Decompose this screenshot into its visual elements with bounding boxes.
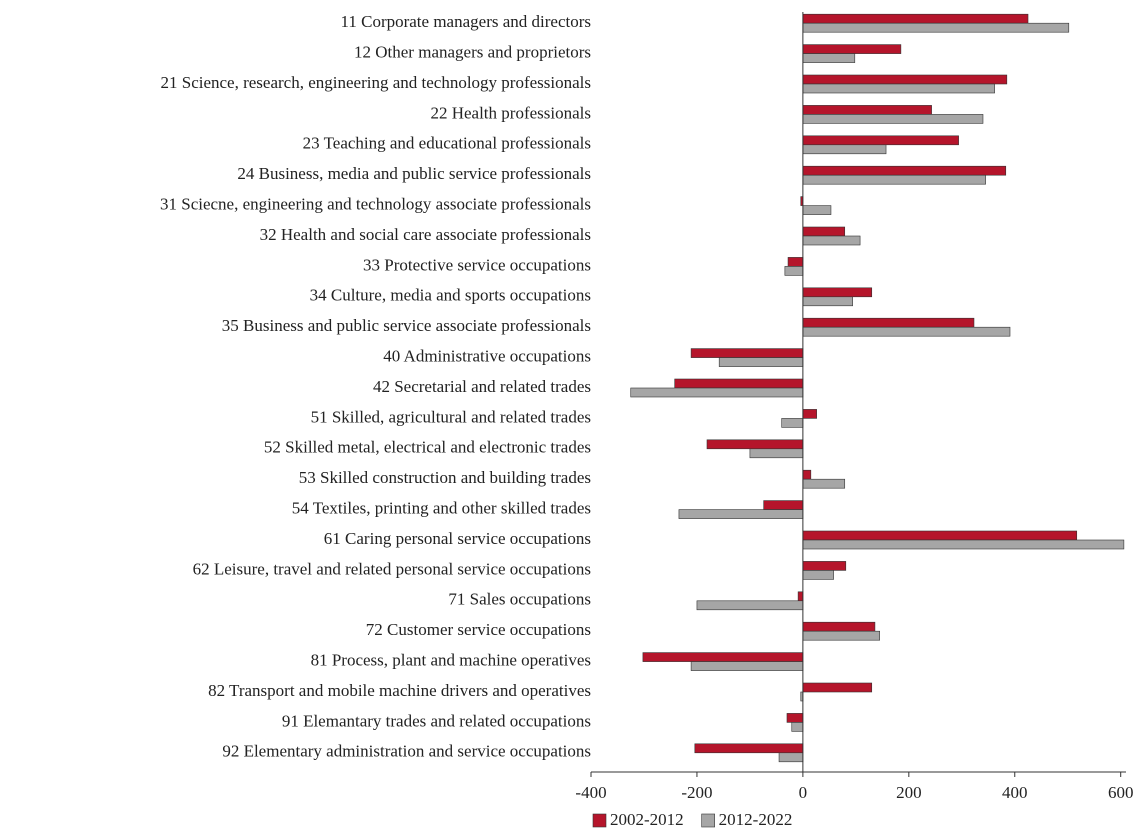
bar xyxy=(802,105,932,115)
bar xyxy=(802,570,834,580)
category-label: 22 Health professionals xyxy=(430,103,591,122)
bar xyxy=(706,439,804,450)
bar xyxy=(802,682,873,693)
category-label: 72 Customer service occupations xyxy=(366,620,591,639)
bar xyxy=(802,74,1008,85)
bar xyxy=(690,348,804,358)
bar xyxy=(802,478,846,489)
legend-swatch xyxy=(592,813,607,828)
bar xyxy=(802,114,984,124)
legend-swatch xyxy=(701,813,715,828)
category-label: 81 Process, plant and machine operatives xyxy=(311,651,591,670)
bar xyxy=(787,257,804,267)
bar xyxy=(802,621,876,632)
x-tick-label: 0 xyxy=(799,783,808,802)
bar xyxy=(802,174,986,185)
category-label: 21 Science, research, engineering and te… xyxy=(160,73,591,92)
category-label: 54 Textiles, printing and other skilled … xyxy=(292,499,591,518)
bar xyxy=(749,448,804,459)
bar xyxy=(802,13,1029,24)
bar xyxy=(791,722,804,732)
category-label: 34 Culture, media and sports occupations xyxy=(310,286,591,305)
x-tick-label: -200 xyxy=(681,783,712,802)
bar xyxy=(690,661,804,671)
bar xyxy=(802,144,887,155)
bar xyxy=(802,469,812,480)
bar xyxy=(802,287,873,298)
category-label: 53 Skilled construction and building tra… xyxy=(299,468,591,487)
bar xyxy=(802,539,1125,550)
bar xyxy=(797,591,804,602)
bar xyxy=(763,500,804,510)
bar xyxy=(802,630,880,641)
bar xyxy=(802,561,847,571)
bar xyxy=(802,296,853,307)
legend-label: 2002-2012 xyxy=(610,810,684,829)
bar xyxy=(802,235,861,246)
x-tick-label: 600 xyxy=(1108,783,1134,802)
category-label: 62 Leisure, travel and related personal … xyxy=(193,559,591,578)
bar xyxy=(696,600,804,611)
category-label: 92 Elementary administration and service… xyxy=(222,742,591,761)
x-tick-label: 200 xyxy=(896,783,922,802)
bar xyxy=(802,530,1078,541)
category-label: 35 Business and public service associate… xyxy=(222,316,591,335)
category-label: 51 Skilled, agricultural and related tra… xyxy=(311,407,591,426)
category-label: 82 Transport and mobile machine drivers … xyxy=(208,681,591,700)
bar xyxy=(784,266,804,276)
bar xyxy=(802,135,959,146)
category-label: 12 Other managers and proprietors xyxy=(354,43,591,62)
category-label: 42 Secretarial and related trades xyxy=(373,377,591,396)
bar xyxy=(778,752,804,763)
category-label: 24 Business, media and public service pr… xyxy=(237,164,591,183)
bar xyxy=(630,387,804,398)
legend-label: 2012-2022 xyxy=(719,810,793,829)
category-label: 71 Sales occupations xyxy=(448,590,591,609)
bar xyxy=(678,509,804,519)
bar xyxy=(781,418,804,428)
bar xyxy=(718,357,804,367)
bar xyxy=(802,22,1070,33)
bar xyxy=(802,53,856,63)
category-label: 31 Sciecne, engineering and technology a… xyxy=(160,195,591,214)
category-label: 23 Teaching and educational professional… xyxy=(303,134,591,153)
x-tick-label: 400 xyxy=(1002,783,1028,802)
bar xyxy=(802,205,832,215)
bar xyxy=(674,378,804,389)
bar xyxy=(786,713,804,723)
category-label: 32 Health and social care associate prof… xyxy=(260,225,591,244)
bar xyxy=(802,83,995,94)
bar xyxy=(642,652,804,662)
bar xyxy=(802,409,817,419)
bar xyxy=(802,165,1007,176)
bar xyxy=(802,326,1011,337)
category-label: 33 Protective service occupations xyxy=(363,255,591,274)
x-tick-label: -400 xyxy=(575,783,606,802)
category-label: 40 Administrative occupations xyxy=(383,347,591,366)
category-label: 52 Skilled metal, electrical and electro… xyxy=(264,438,591,457)
bar xyxy=(694,743,804,754)
category-label: 91 Elemantary trades and related occupat… xyxy=(282,711,591,730)
bar xyxy=(802,226,846,237)
bar xyxy=(802,317,975,328)
bar xyxy=(802,44,902,54)
category-label: 61 Caring personal service occupations xyxy=(324,529,591,548)
category-label: 11 Corporate managers and directors xyxy=(340,12,591,31)
